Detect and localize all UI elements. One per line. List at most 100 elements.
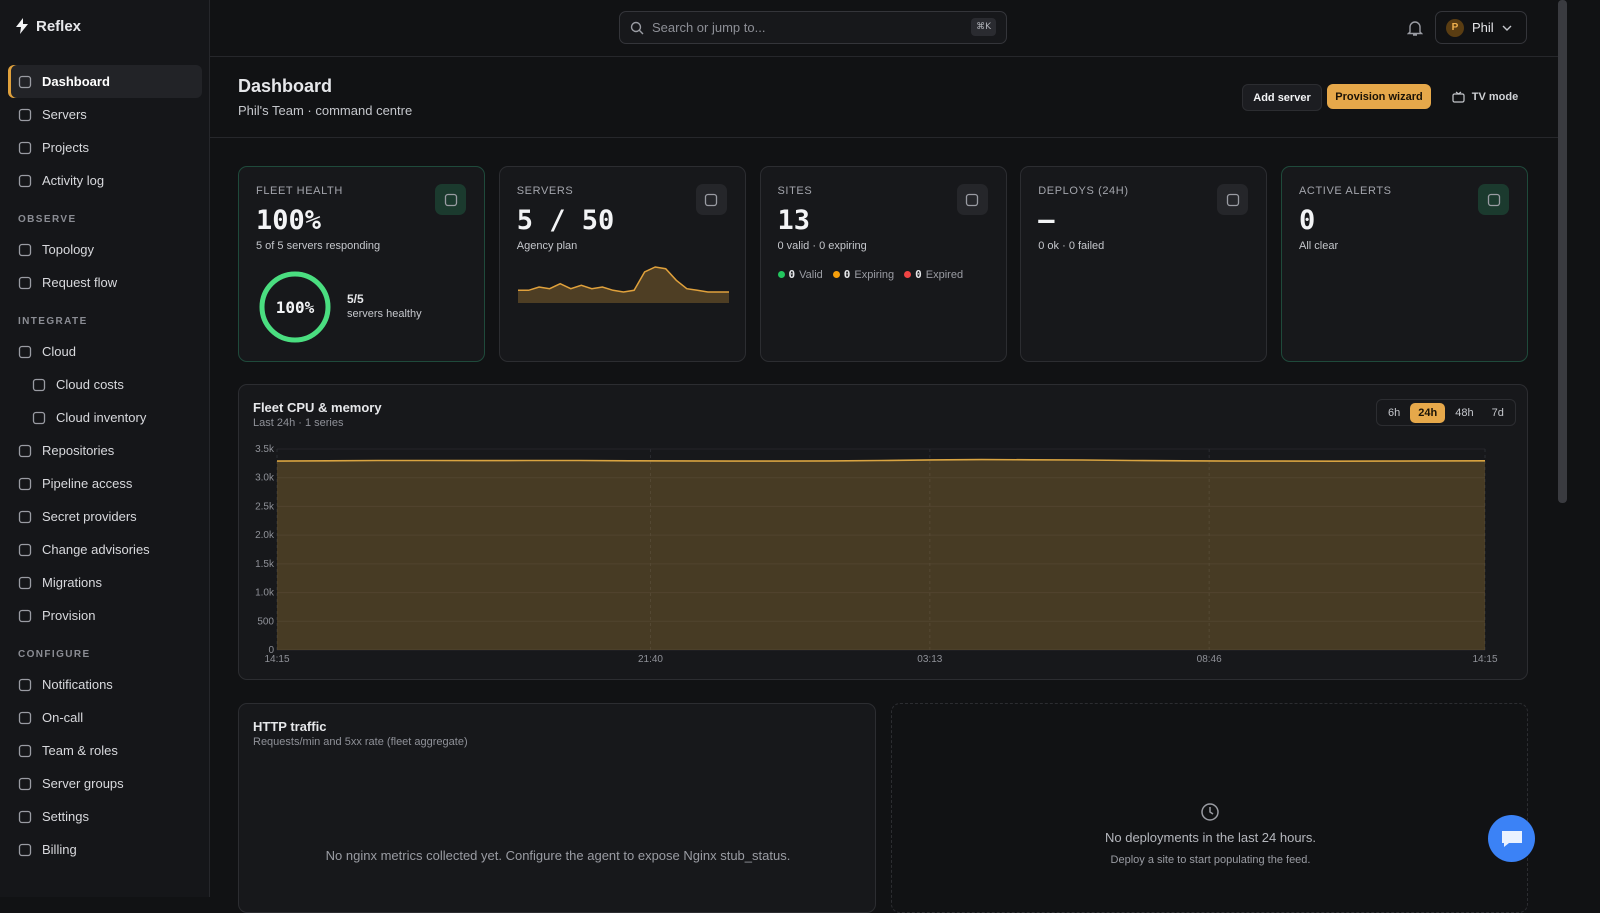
nav-icon (18, 444, 32, 457)
nav-item[interactable]: Topology (8, 233, 202, 266)
legend-dot (777, 271, 785, 278)
nav-label: Secret providers (42, 509, 137, 524)
nav-label: Pipeline access (42, 476, 133, 491)
user-menu[interactable]: P Phil (1435, 11, 1527, 44)
card-label: FLEET HEALTH (256, 185, 343, 197)
nav-item[interactable]: Projects (8, 131, 202, 164)
nav-item[interactable]: On-call (8, 701, 202, 734)
nav-item[interactable]: Billing (8, 833, 202, 866)
chevron (1502, 25, 1512, 31)
gauge: 100% (259, 271, 331, 343)
gauge-caption: servers healthy (347, 308, 422, 320)
gauge-count: 5/5 (347, 292, 364, 306)
nav-item[interactable]: Dashboard (8, 65, 202, 98)
nav-icon (18, 711, 32, 724)
nav-item[interactable]: Request flow (8, 266, 202, 299)
search-icon (630, 21, 644, 34)
avatar: P (1446, 18, 1464, 37)
y-tick-label: 2.0k (255, 530, 275, 541)
nav-label: Team & roles (42, 743, 118, 758)
nav-icon (18, 141, 32, 154)
nav-item[interactable]: Notifications (8, 668, 202, 701)
nav-item[interactable]: Cloud (8, 335, 202, 368)
range-button[interactable]: 48h (1455, 406, 1474, 419)
icon-shape (18, 543, 32, 556)
y-tick-label: 1.5k (255, 559, 275, 570)
icon-shape (18, 174, 32, 187)
icon-shape (18, 810, 32, 823)
search-placeholder: Search or jump to... (652, 20, 766, 35)
card-icon (956, 184, 988, 215)
provision-wizard-button[interactable]: Provision wizard (1327, 84, 1431, 109)
legend-count: 0 (915, 268, 922, 281)
brand[interactable]: Reflex (16, 16, 81, 36)
nav-icon (965, 193, 979, 206)
y-tick-label: 3.5k (255, 444, 275, 455)
scrollbar (1558, 0, 1567, 503)
nav-item[interactable]: Settings (8, 800, 202, 833)
nav-icon (18, 510, 32, 523)
card-sub: Agency plan (516, 240, 578, 252)
nav-icon (18, 678, 32, 691)
nav-item[interactable]: Provision (8, 599, 202, 632)
nav-icon (18, 75, 32, 88)
nav-label: Migrations (42, 575, 102, 590)
tv-mode-button[interactable]: TV mode (1446, 84, 1524, 109)
bell-icon[interactable] (1407, 19, 1423, 37)
add-server-button[interactable]: Add server (1242, 84, 1322, 111)
chat-button[interactable] (1488, 815, 1535, 862)
nav-item[interactable]: Migrations (8, 566, 202, 599)
nav-item[interactable]: Cloud inventory (8, 401, 202, 434)
nav-item[interactable]: Server groups (8, 767, 202, 800)
brand-name: Reflex (36, 17, 82, 35)
nav-item[interactable]: Secret providers (8, 500, 202, 533)
y-tick-label: 500 (257, 616, 274, 627)
range-button[interactable]: 24h (1410, 402, 1446, 423)
nav-item[interactable]: Team & roles (8, 734, 202, 767)
icon-shape (18, 843, 32, 856)
y-tick-label: 1.0k (255, 588, 275, 599)
nav-label: Servers (42, 107, 87, 122)
icon-shape (705, 193, 718, 206)
card-sub: 0 valid · 0 expiring (777, 240, 867, 252)
card-label: SERVERS (516, 185, 574, 197)
range-button[interactable]: 7d (1491, 406, 1504, 419)
icon-shape (18, 744, 32, 757)
legend-item: 0 Valid (777, 268, 823, 281)
nav-item[interactable]: Activity log (8, 164, 202, 197)
range-button[interactable]: 6h (1388, 406, 1401, 419)
icon-shape (18, 108, 32, 121)
nav-label: Server groups (42, 776, 124, 791)
nav-item[interactable]: Servers (8, 98, 202, 131)
stat-card: DEPLOYS (24H) — 0 ok · 0 failed (1020, 166, 1268, 362)
tv-mode-label: TV mode (1471, 90, 1519, 103)
nav-item[interactable]: Cloud costs (8, 368, 202, 401)
legend-dot (904, 271, 912, 278)
nav-icon (18, 477, 32, 490)
nav-item[interactable]: Change advisories (8, 533, 202, 566)
search-box[interactable]: Search or jump to... ⌘K (619, 11, 1007, 44)
http-panel: HTTP traffic Requests/min and 5xx rate (… (238, 703, 876, 913)
card-icon (435, 184, 466, 215)
nav-icon (18, 108, 32, 121)
nav-item[interactable]: Pipeline access (8, 467, 202, 500)
icon-shape (18, 276, 32, 289)
nav-group-title: CONFIGURE (18, 649, 91, 660)
nav-item[interactable]: Repositories (8, 434, 202, 467)
stat-card: FLEET HEALTH 100% 5 of 5 servers respondin… (238, 166, 485, 362)
nav-label: Cloud (42, 344, 76, 359)
x-tick-label: 14:15 (264, 654, 289, 665)
nav-icon (18, 576, 32, 589)
line (276, 458, 1486, 463)
nav-label: Cloud costs (56, 377, 124, 392)
icon-shape (18, 345, 32, 358)
sparkline-area (517, 267, 729, 303)
icon-shape (18, 678, 32, 691)
icon-shape (444, 193, 457, 206)
nav-icon (18, 174, 32, 187)
clock-icon (1201, 803, 1219, 821)
legend-item: 0 Expired (904, 268, 963, 281)
nav-label: Repositories (42, 443, 115, 458)
icon-shape (1487, 193, 1500, 206)
